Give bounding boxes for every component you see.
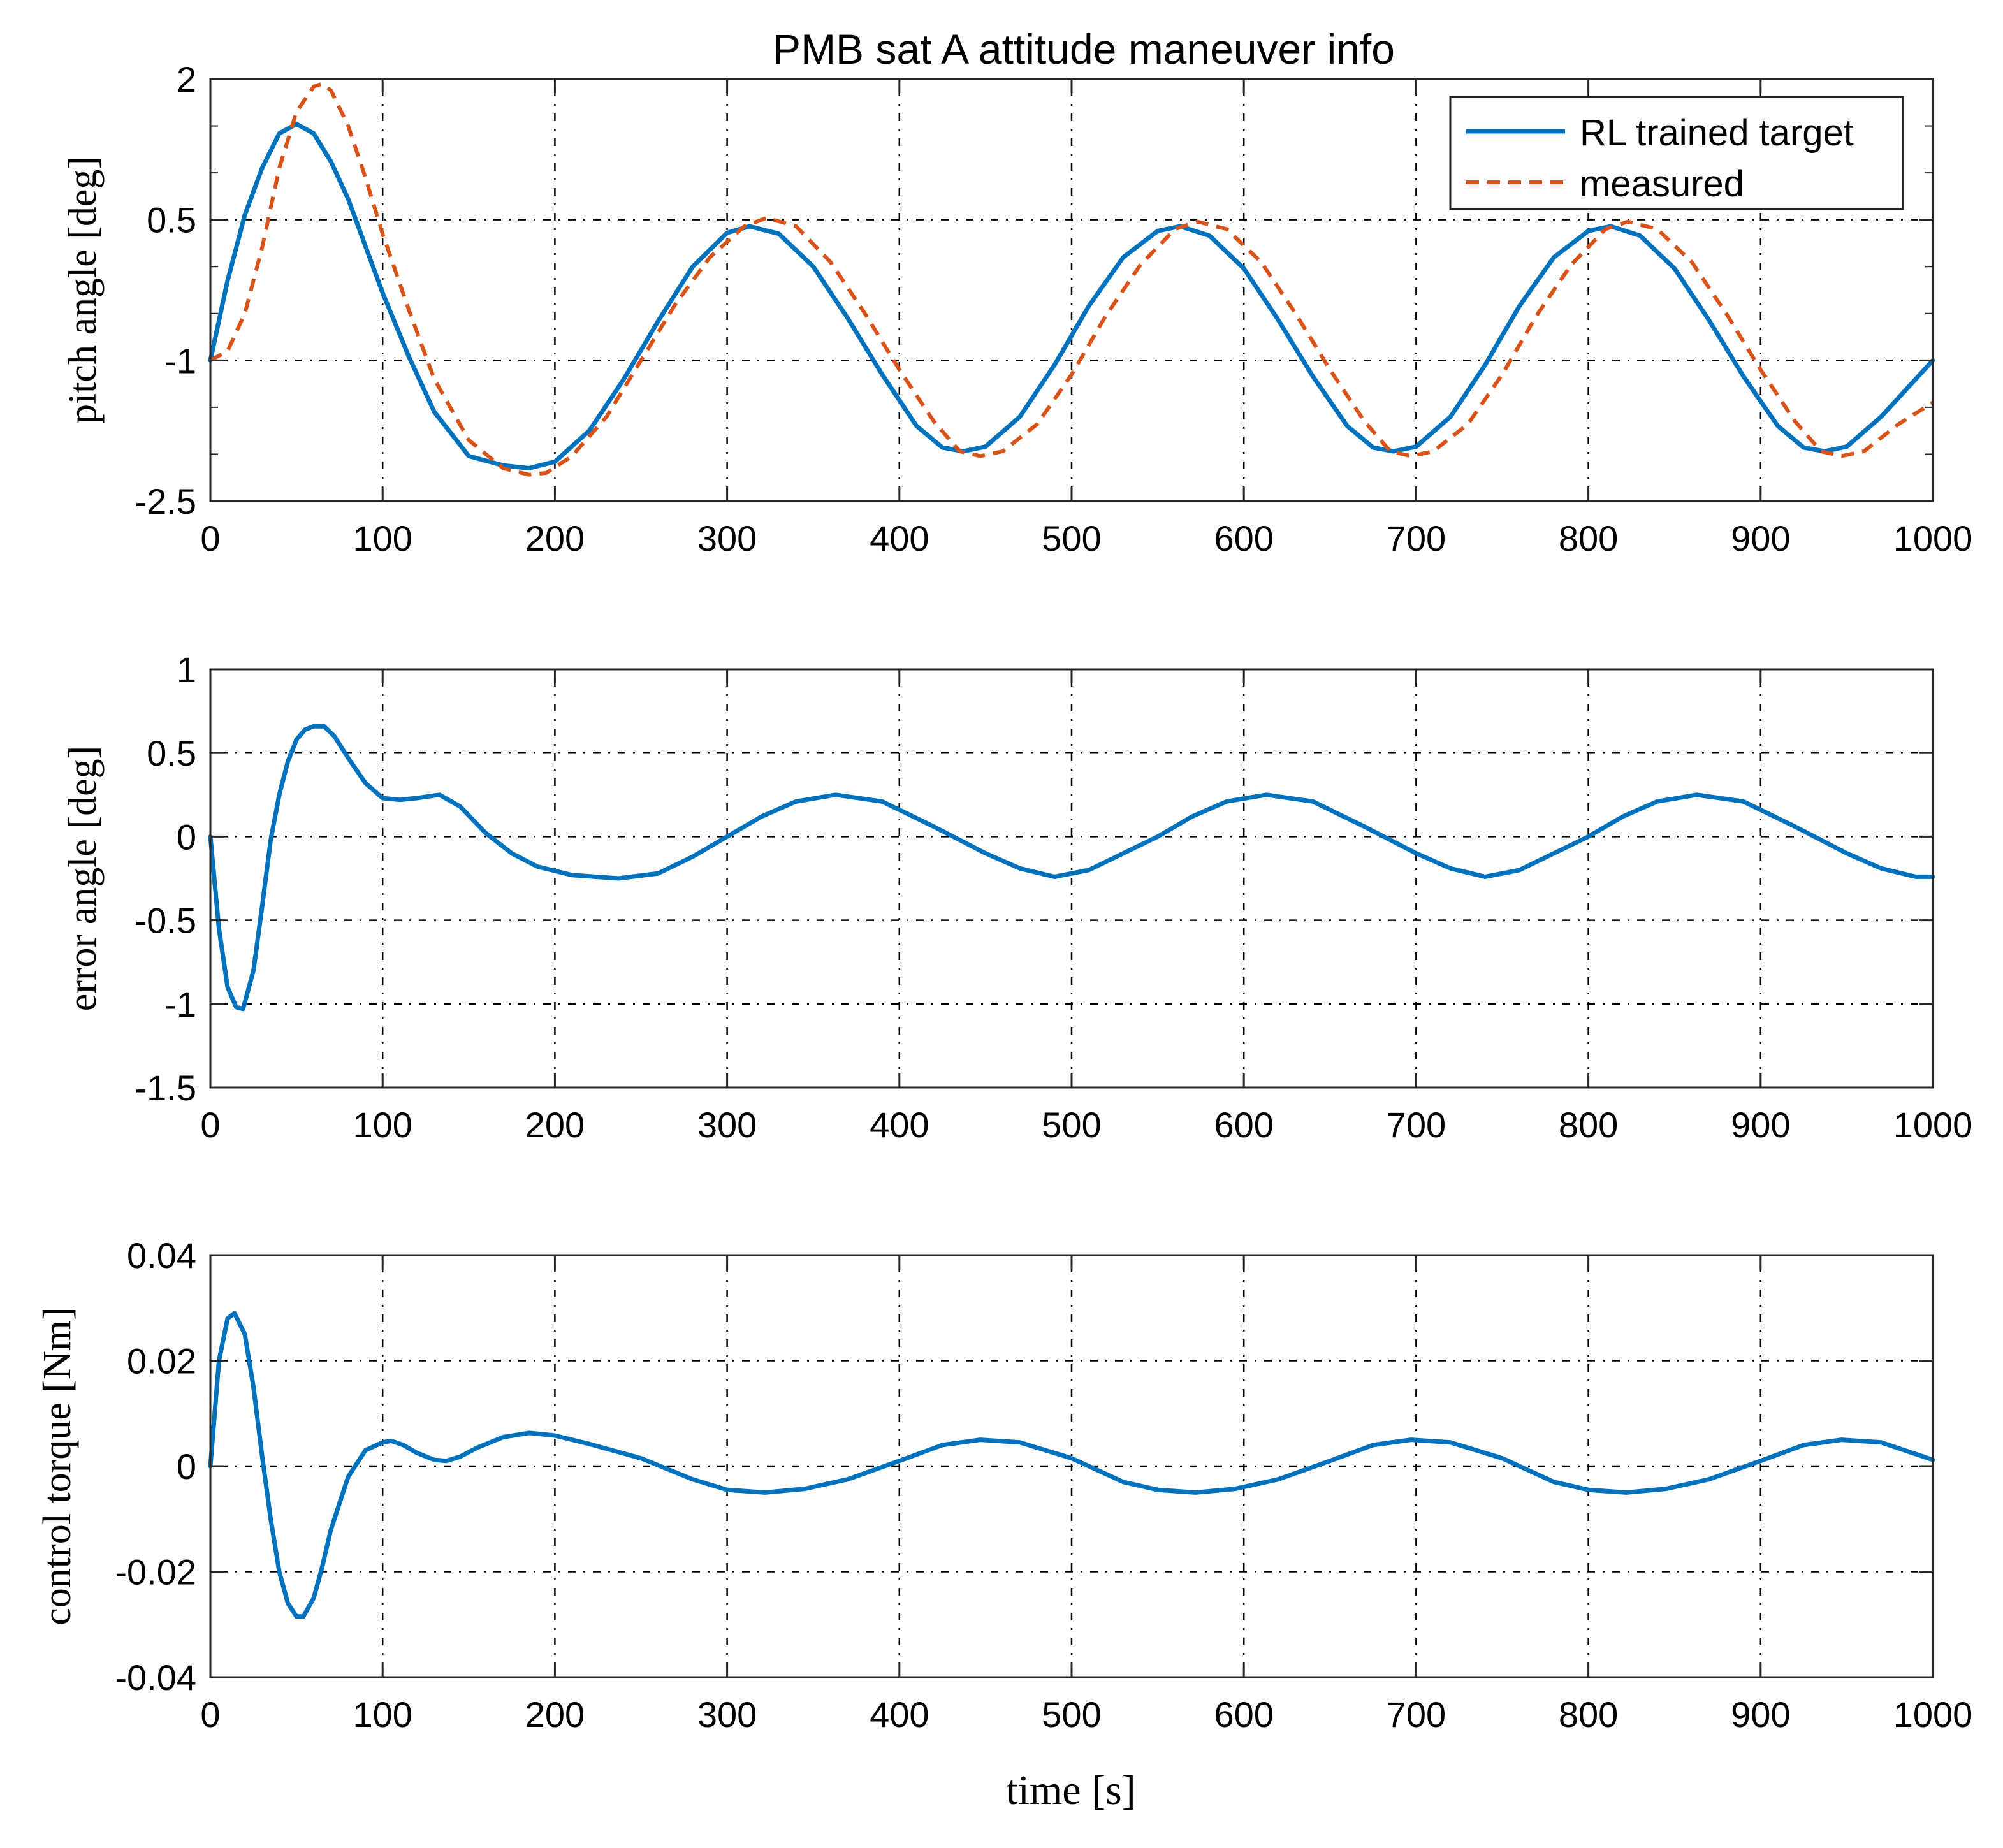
y-tick-label: 0.5: [147, 200, 196, 240]
x-tick-labels-pitch: 0 100 200 300 400 500 600 700 800 900 1000: [200, 518, 1972, 558]
x-tick-label: 1000: [1893, 518, 1973, 558]
plot-area-torque: [208, 1311, 1935, 1619]
y-tick-labels-error: -1.5 -1 -0.5 0 0.5 1: [135, 650, 197, 1108]
x-tick-label: 100: [353, 518, 412, 558]
y-tick-label: 0.5: [147, 733, 196, 773]
x-tick-label: 600: [1214, 1694, 1273, 1735]
x-tick-label: 400: [870, 1694, 929, 1735]
x-tick-label: 900: [1731, 1105, 1790, 1145]
tick-marks-pitch: [209, 78, 1934, 502]
x-tick-label: 700: [1387, 1694, 1446, 1735]
legend: RL trained target measured: [1449, 96, 1904, 210]
x-tick-label: 1000: [1893, 1105, 1973, 1145]
x-tick-label: 0: [200, 1105, 220, 1145]
x-tick-label: 200: [525, 518, 585, 558]
y-axis-label-pitch: pitch angle [deg]: [61, 156, 105, 424]
y-tick-labels-pitch: -2.5 -1 0.5 2: [135, 59, 197, 521]
x-tick-label: 0: [200, 518, 220, 558]
y-tick-label: 1: [177, 650, 196, 690]
x-tick-label: 600: [1214, 1105, 1273, 1145]
x-tick-label: 300: [697, 1105, 757, 1145]
series-line-error-angle: [208, 724, 1935, 1012]
y-tick-labels-torque: -0.04 -0.02 0 0.02 0.04: [115, 1235, 196, 1698]
x-tick-label: 800: [1559, 1105, 1618, 1145]
x-tick-label: 300: [697, 518, 757, 558]
plot-area-error: [208, 724, 1935, 1012]
tick-marks-torque: [209, 1254, 1934, 1678]
series-line-measured: [209, 82, 1934, 477]
y-axis-label-torque: control torque [Nm]: [36, 1307, 79, 1625]
x-tick-label: 500: [1042, 1694, 1101, 1735]
x-tick-labels-error: 0 100 200 300 400 500 600 700 800 900 1000: [200, 1105, 1972, 1145]
x-tick-label: 500: [1042, 1105, 1101, 1145]
plot-area-pitch: [208, 82, 1935, 477]
x-tick-label: 0: [200, 1694, 220, 1735]
y-tick-label: 2: [177, 59, 196, 99]
x-tick-labels-torque: 0 100 200 300 400 500 600 700 800 900 1000: [200, 1694, 1972, 1735]
x-tick-label: 400: [870, 518, 929, 558]
y-tick-label: -0.02: [115, 1552, 196, 1592]
series-line-rl-trained-target: [208, 122, 1935, 470]
x-tick-label: 800: [1559, 518, 1618, 558]
x-tick-label: 600: [1214, 518, 1273, 558]
y-tick-label: -1: [164, 340, 196, 381]
grid-pitch: [210, 79, 1933, 501]
x-tick-label: 300: [697, 1694, 757, 1735]
x-tick-label: 200: [525, 1694, 585, 1735]
x-axis-label: time [s]: [1006, 1767, 1135, 1814]
tick-marks-error: [209, 668, 1934, 1089]
y-tick-label: 0: [177, 817, 196, 857]
x-tick-label: 500: [1042, 518, 1101, 558]
y-tick-label: -0.04: [115, 1657, 196, 1698]
legend-box: [1449, 96, 1904, 210]
y-tick-label: 0.02: [127, 1341, 196, 1381]
legend-entry-target: RL trained target: [1580, 112, 1854, 154]
y-tick-label: -0.5: [135, 901, 197, 941]
x-tick-label: 700: [1387, 1105, 1446, 1145]
y-tick-label: -2.5: [135, 481, 197, 521]
figure-title: PMB sat A attitude maneuver info: [773, 25, 1395, 73]
x-tick-label: 400: [870, 1105, 929, 1145]
y-axis-label-error: error angle [deg]: [61, 746, 105, 1012]
x-tick-label: 800: [1559, 1694, 1618, 1735]
x-tick-label: 700: [1387, 518, 1446, 558]
grid-torque: [210, 1255, 1933, 1677]
panel-error: 0 100 200 300 400 500 600 700 800 900 1000 -1.5-1-…: [61, 650, 1972, 1145]
x-tick-label: 100: [353, 1105, 412, 1145]
y-tick-label: 0.04: [127, 1235, 196, 1276]
grid-error: [210, 669, 1933, 1088]
x-tick-label: 900: [1731, 518, 1790, 558]
series-line-control-torque: [208, 1311, 1935, 1619]
x-tick-label: 200: [525, 1105, 585, 1145]
y-tick-label: -1: [164, 984, 196, 1024]
panel-torque: 0 100 200 300 400 500 600 700 800 900 1000 -0.04-0…: [36, 1235, 1972, 1735]
y-tick-label: 0: [177, 1446, 196, 1487]
x-tick-label: 100: [353, 1694, 412, 1735]
x-tick-label: 900: [1731, 1694, 1790, 1735]
legend-entry-measured: measured: [1580, 163, 1744, 205]
y-tick-label: -1.5: [135, 1068, 197, 1108]
x-tick-label: 1000: [1893, 1694, 1973, 1735]
panel-pitch: 0 100 200 300 400 500 600 700 800 900 1000 -2.5 -1 0…: [61, 59, 1972, 558]
